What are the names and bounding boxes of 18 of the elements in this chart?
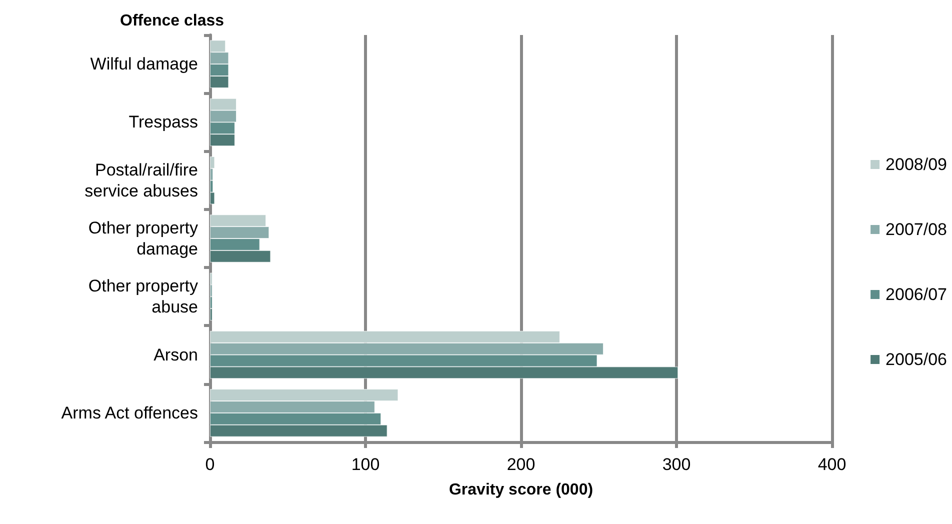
- y-tick-label: Trespass: [128, 112, 198, 132]
- y-tick-label: Other property damage: [88, 218, 198, 258]
- y-tick-label: Postal/rail/fire service abuses: [84, 160, 198, 200]
- x-tick-label: 200: [506, 455, 536, 474]
- y-axis-title: Offence class: [120, 12, 224, 30]
- x-tick-label: 0: [205, 455, 215, 474]
- y-tick-label: Wilful damage: [90, 54, 198, 74]
- x-tick-label: 300: [662, 455, 691, 474]
- y-tick-label: Arms Act offences: [61, 403, 198, 422]
- x-axis-title: Gravity score (000): [448, 482, 594, 498]
- y-tick-label: Other property abuse: [88, 276, 198, 317]
- x-tick-label: 400: [818, 455, 846, 474]
- legend-label: 2008/09: [886, 155, 947, 174]
- legend-label: 2007/08: [886, 220, 947, 239]
- y-tick-label: Arson: [154, 345, 198, 364]
- x-tick-label: 100: [351, 455, 380, 474]
- legend-label: 2006/07: [886, 285, 947, 304]
- legend-label: 2005/06: [886, 350, 947, 369]
